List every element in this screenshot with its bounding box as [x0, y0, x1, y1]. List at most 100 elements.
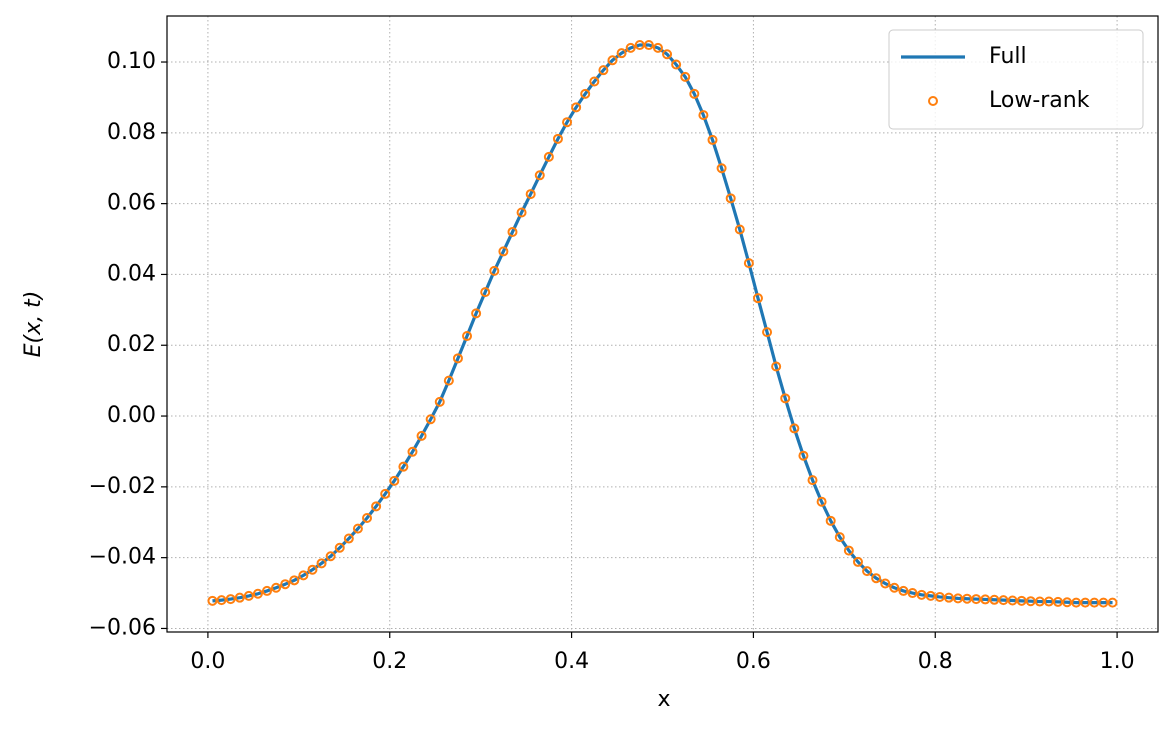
data-marker — [389, 475, 400, 486]
legend-box — [888, 29, 1144, 130]
data-marker — [934, 591, 945, 602]
data-marker — [780, 393, 791, 404]
data-marker — [262, 585, 273, 596]
data-marker — [843, 545, 854, 556]
data-marker — [1034, 596, 1045, 607]
data-marker — [825, 515, 836, 526]
data-marker — [543, 151, 554, 162]
data-marker — [871, 573, 882, 584]
data-marker — [616, 48, 627, 59]
data-marker — [571, 102, 582, 113]
data-marker — [216, 595, 227, 606]
data-marker — [725, 193, 736, 204]
data-marker — [752, 293, 763, 304]
data-marker — [434, 396, 445, 407]
data-marker — [271, 582, 282, 593]
data-marker — [516, 207, 527, 218]
data-marker — [243, 590, 254, 601]
legend-label: Low-rank — [989, 88, 1090, 113]
data-marker — [471, 308, 482, 319]
x-tick-label: 0.0 — [190, 649, 225, 674]
data-marker — [998, 595, 1009, 606]
x-tick-label: 0.4 — [554, 649, 589, 674]
data-marker — [371, 501, 382, 512]
data-marker — [534, 170, 545, 181]
data-marker — [280, 579, 291, 590]
data-marker — [562, 117, 573, 128]
x-tick-label: 0.8 — [918, 649, 953, 674]
data-marker — [443, 375, 454, 386]
x-axis-label: x — [657, 687, 670, 712]
data-marker — [352, 523, 363, 534]
data-marker — [334, 542, 345, 553]
y-tick-label: 0.04 — [107, 261, 156, 286]
data-marker — [398, 461, 409, 472]
x-tick-label: 1.0 — [1100, 649, 1135, 674]
plot-frame — [166, 15, 1159, 633]
data-marker — [525, 189, 536, 200]
data-marker — [407, 446, 418, 457]
data-marker — [362, 513, 373, 524]
data-marker — [952, 593, 963, 604]
data-marker — [898, 585, 909, 596]
data-marker — [789, 423, 800, 434]
data-marker — [971, 594, 982, 605]
data-marker — [298, 570, 309, 581]
data-marker — [771, 361, 782, 372]
data-marker — [634, 40, 645, 51]
data-marker — [680, 71, 691, 82]
data-marker — [425, 414, 436, 425]
data-marker — [689, 88, 700, 99]
y-tick-label: −0.02 — [89, 474, 156, 499]
data-marker — [452, 353, 463, 364]
data-marker — [289, 575, 300, 586]
data-marker — [907, 588, 918, 599]
data-marker — [225, 594, 236, 605]
data-marker — [316, 558, 327, 569]
data-marker — [252, 588, 263, 599]
data-marker — [325, 551, 336, 562]
legend: Full Low-rank — [888, 29, 1144, 130]
data-marker — [589, 76, 600, 87]
data-marker — [1043, 596, 1054, 607]
data-marker — [1080, 597, 1091, 608]
data-marker — [862, 566, 873, 577]
data-marker — [598, 65, 609, 76]
y-tick-label: 0.08 — [107, 120, 156, 145]
data-marker — [989, 594, 1000, 605]
data-marker — [1052, 596, 1063, 607]
data-marker — [925, 590, 936, 601]
data-marker — [734, 224, 745, 235]
data-marker — [643, 40, 654, 51]
data-marker — [489, 265, 500, 276]
data-marker — [671, 59, 682, 70]
y-tick-label: −0.04 — [89, 545, 156, 570]
data-marker — [707, 134, 718, 145]
data-marker — [852, 556, 863, 567]
data-marker — [1098, 597, 1109, 608]
legend-swatch — [928, 96, 938, 106]
y-tick-label: −0.06 — [89, 615, 156, 640]
y-tick-label: 0.06 — [107, 191, 156, 216]
data-marker — [880, 578, 891, 589]
data-marker — [207, 595, 218, 606]
data-marker — [743, 258, 754, 269]
data-marker — [580, 88, 591, 99]
data-marker — [307, 564, 318, 575]
data-marker — [980, 594, 991, 605]
data-marker — [552, 133, 563, 144]
data-marker — [234, 592, 245, 603]
data-marker — [607, 55, 618, 66]
data-marker — [1071, 597, 1082, 608]
y-tick-label: 0.10 — [107, 49, 156, 74]
data-marker — [889, 582, 900, 593]
data-marker — [807, 475, 818, 486]
data-marker — [625, 42, 636, 53]
data-marker — [943, 592, 954, 603]
data-marker — [1089, 597, 1100, 608]
data-marker — [480, 287, 491, 298]
data-marker — [762, 327, 773, 338]
data-marker — [343, 533, 354, 544]
data-marker — [834, 532, 845, 543]
